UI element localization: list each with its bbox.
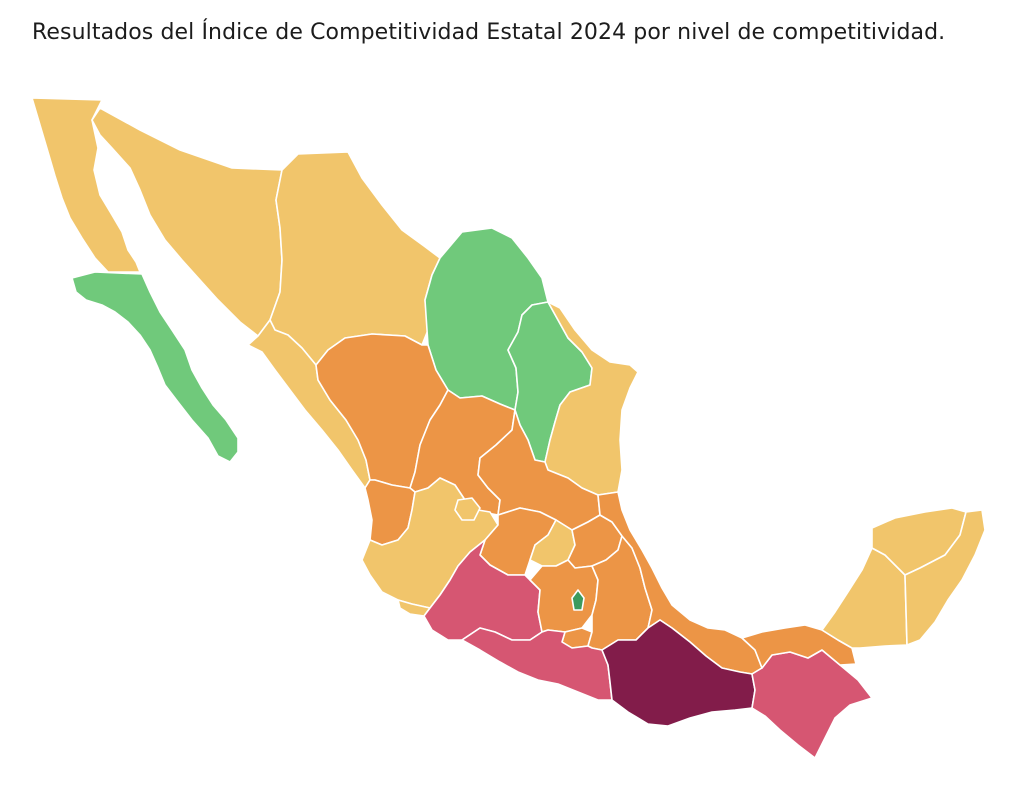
state-quintana-roo[interactable] — [904, 509, 986, 646]
state-baja-california[interactable] — [31, 97, 141, 273]
state-aguascalientes[interactable] — [454, 497, 481, 521]
state-guerrero[interactable] — [461, 627, 613, 701]
map-title: Resultados del Índice de Competitividad … — [32, 20, 946, 45]
state-tabasco[interactable] — [741, 624, 857, 669]
state-chiapas[interactable] — [751, 649, 873, 759]
state-ciudad-de-mexico[interactable] — [571, 589, 585, 611]
state-estado-de-mexico[interactable] — [529, 559, 599, 633]
state-chihuahua[interactable] — [269, 151, 441, 366]
state-baja-california-sur[interactable] — [71, 271, 239, 463]
